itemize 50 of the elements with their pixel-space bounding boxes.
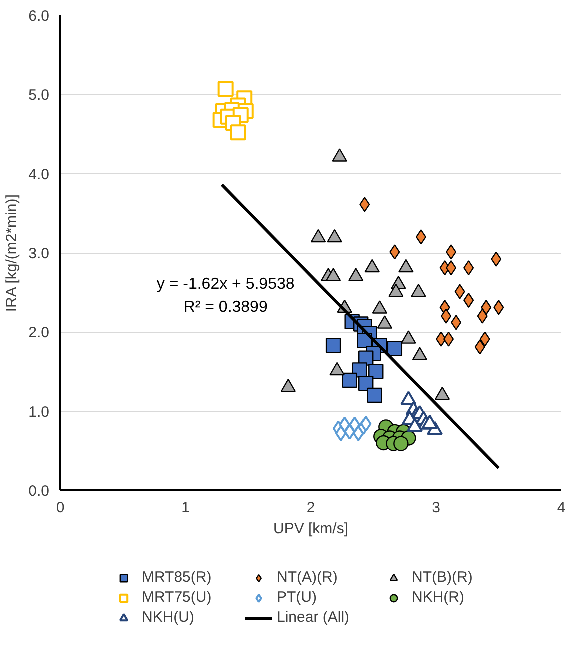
y-tick-label: 0.0 (28, 483, 50, 500)
point (480, 332, 490, 347)
point (342, 372, 358, 388)
point (387, 341, 403, 356)
point (416, 230, 426, 245)
point (481, 300, 492, 316)
annotation: R² = 0.3899 (184, 299, 268, 316)
y-tick-label: 5.0 (28, 87, 50, 104)
x-tick-label: 4 (557, 500, 566, 516)
x-tick-label: 0 (56, 500, 65, 516)
legend-label: MRT75(U) (142, 588, 213, 606)
y-tick-label: 2.0 (28, 324, 50, 342)
point (394, 436, 409, 452)
point (477, 308, 488, 324)
point (358, 376, 374, 392)
point (451, 315, 462, 330)
legend-label: NKH(R) (412, 588, 466, 606)
y-axis-title: IRA [kg/(m2*min)] (4, 194, 21, 312)
legend-label: NT(B)(R) (412, 568, 474, 586)
point (367, 388, 382, 404)
x-tick-label: 3 (432, 500, 440, 516)
point (444, 332, 454, 347)
point (441, 308, 452, 324)
point (454, 284, 466, 300)
point (390, 244, 400, 260)
legend-label: MRT85(R) (142, 568, 213, 586)
x-tick-label: 2 (306, 500, 316, 516)
legend-label: Linear (All) (277, 608, 351, 626)
legend-label: NKH(U) (142, 608, 196, 626)
point (230, 124, 246, 141)
point (360, 197, 370, 212)
point (436, 332, 447, 347)
y-tick-label: 3.0 (28, 246, 50, 262)
legend-label: NT(A)(R) (277, 568, 339, 586)
y-tick-label: 4.0 (28, 166, 50, 184)
y-tick-label: 6.0 (28, 8, 50, 25)
point (494, 300, 504, 316)
point (474, 340, 486, 355)
x-axis-title: UPV [km/s] (273, 520, 349, 538)
x-tick-label: 1 (182, 500, 190, 516)
point (360, 416, 372, 432)
point (491, 252, 502, 267)
annotation: y = -1.62x + 5.9538 (156, 276, 295, 294)
point (368, 364, 384, 380)
point (446, 244, 457, 260)
y-tick-label: 1.0 (28, 404, 50, 421)
point (335, 426, 347, 442)
point (218, 81, 234, 98)
point (326, 338, 342, 354)
legend-label: PT(U) (277, 588, 318, 606)
